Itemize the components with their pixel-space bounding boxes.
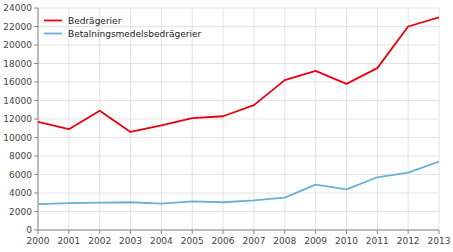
tick-label: 16000 xyxy=(3,77,32,87)
tick-label: 14000 xyxy=(3,96,32,106)
tick-mark xyxy=(34,193,38,194)
tick-mark xyxy=(34,63,38,64)
grid xyxy=(38,8,439,230)
tick-mark xyxy=(223,230,224,234)
tick-label: 2008 xyxy=(273,236,296,246)
grid-line xyxy=(38,8,439,9)
tick-mark xyxy=(34,119,38,120)
grid-line xyxy=(38,119,439,120)
tick-mark xyxy=(439,230,440,234)
grid-line xyxy=(38,63,439,64)
tick-mark xyxy=(161,230,162,234)
grid-line xyxy=(38,45,439,46)
tick-mark xyxy=(253,230,254,234)
tick-label: 2001 xyxy=(57,236,80,246)
tick-label: 6000 xyxy=(9,170,32,180)
tick-label: 10000 xyxy=(3,133,32,143)
chart: 0200040006000800010000120001400016000180… xyxy=(0,0,453,252)
grid-line xyxy=(377,8,378,230)
series-line xyxy=(38,17,439,132)
tick-label: 12000 xyxy=(3,114,32,124)
grid-line xyxy=(38,137,439,138)
tick-label: 4000 xyxy=(9,188,32,198)
grid-line xyxy=(99,8,100,230)
tick-mark xyxy=(34,230,38,231)
tick-mark xyxy=(408,230,409,234)
grid-line xyxy=(38,82,439,83)
y-axis-line xyxy=(38,8,39,230)
grid-line xyxy=(253,8,254,230)
tick-label: 2005 xyxy=(181,236,204,246)
tick-mark xyxy=(34,137,38,138)
tick-mark xyxy=(38,230,39,234)
grid-line xyxy=(315,8,316,230)
tick-mark xyxy=(130,230,131,234)
tick-label: 2002 xyxy=(88,236,111,246)
grid-line xyxy=(161,8,162,230)
tick-mark xyxy=(34,100,38,101)
tick-mark xyxy=(34,174,38,175)
tick-label: 2010 xyxy=(335,236,358,246)
grid-line xyxy=(38,8,39,230)
tick-label: 2006 xyxy=(212,236,235,246)
tick-label: 0 xyxy=(26,225,32,235)
tick-mark xyxy=(34,8,38,9)
grid-line xyxy=(38,156,439,157)
tick-mark xyxy=(68,230,69,234)
tick-label: 22000 xyxy=(3,22,32,32)
tick-label: 2000 xyxy=(9,207,32,217)
series-group xyxy=(38,17,439,204)
tick-mark xyxy=(315,230,316,234)
tick-label: 2012 xyxy=(397,236,420,246)
grid-line xyxy=(439,8,440,230)
grid-line xyxy=(38,174,439,175)
grid-line xyxy=(38,211,439,212)
series-line xyxy=(38,162,439,205)
tick-label: 8000 xyxy=(9,151,32,161)
tick-mark xyxy=(34,156,38,157)
tick-mark xyxy=(34,211,38,212)
grid-line xyxy=(38,193,439,194)
tick-label: 2000 xyxy=(27,236,50,246)
axes: 0200040006000800010000120001400016000180… xyxy=(3,3,450,246)
tick-label: 2003 xyxy=(119,236,142,246)
tick-mark xyxy=(192,230,193,234)
tick-mark xyxy=(34,45,38,46)
grid-line xyxy=(38,100,439,101)
legend-label: Betalningsmedelsbedrägerier xyxy=(68,29,201,39)
tick-mark xyxy=(34,82,38,83)
tick-label: 2011 xyxy=(366,236,389,246)
tick-label: 24000 xyxy=(3,3,32,13)
x-axis-line xyxy=(38,230,439,231)
legend-label: Bedrägerier xyxy=(68,16,122,26)
grid-line xyxy=(130,8,131,230)
grid-line xyxy=(38,26,439,27)
tick-mark xyxy=(284,230,285,234)
tick-label: 2013 xyxy=(428,236,451,246)
tick-mark xyxy=(377,230,378,234)
tick-label: 2009 xyxy=(304,236,327,246)
legend: Bedrägerier Betalningsmedelsbedrägerier xyxy=(44,16,201,39)
grid-line xyxy=(38,230,439,231)
tick-mark xyxy=(346,230,347,234)
tick-label: 2004 xyxy=(150,236,173,246)
grid-line xyxy=(408,8,409,230)
tick-label: 18000 xyxy=(3,59,32,69)
tick-label: 2007 xyxy=(242,236,265,246)
grid-line xyxy=(68,8,69,230)
tick-label: 20000 xyxy=(3,40,32,50)
tick-mark xyxy=(99,230,100,234)
grid-line xyxy=(223,8,224,230)
legend-swatch xyxy=(44,20,62,22)
legend-swatch xyxy=(44,33,62,35)
grid-line xyxy=(346,8,347,230)
tick-mark xyxy=(34,26,38,27)
